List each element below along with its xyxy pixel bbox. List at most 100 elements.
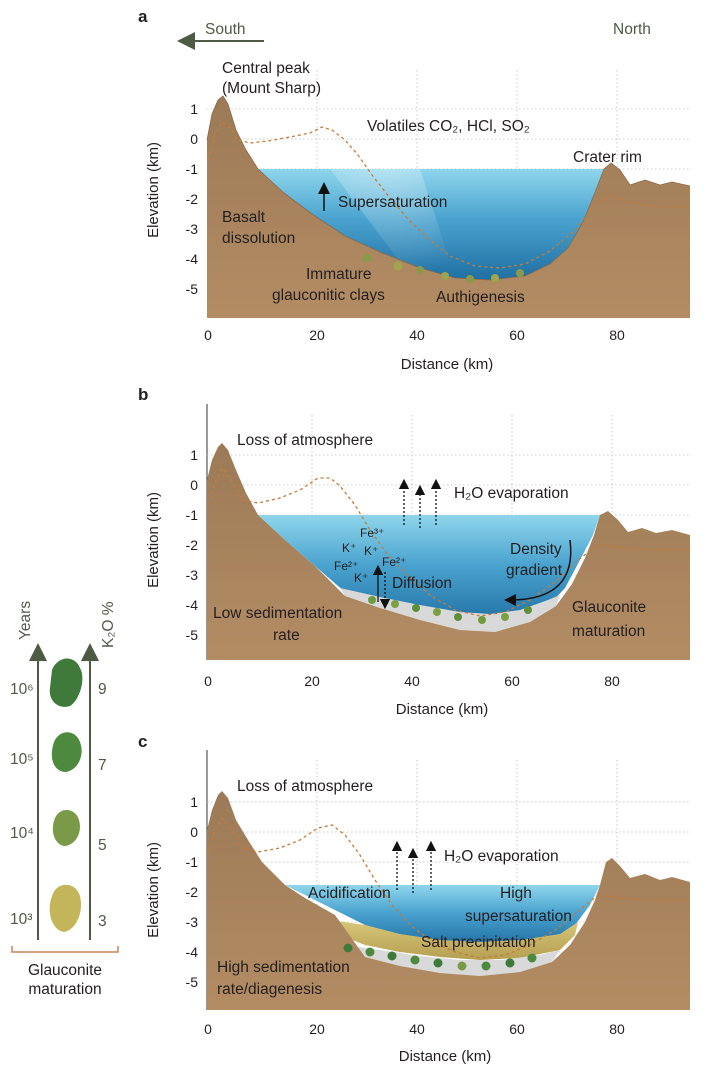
grain-10e6 <box>49 658 83 707</box>
svg-text:-4: -4 <box>186 597 199 613</box>
svg-text:0: 0 <box>190 131 198 147</box>
y-ticks-a: 1 0 -1 -2 -3 -4 -5 <box>186 101 199 297</box>
supersaturation-label-c: supersaturation <box>465 908 572 925</box>
evaporation-arrows-b <box>398 478 442 528</box>
supersaturation-label: Supersaturation <box>338 194 447 211</box>
x-ticks-a: 0 20 40 60 80 <box>204 327 625 343</box>
svg-text:-2: -2 <box>186 537 199 553</box>
svg-text:-4: -4 <box>186 251 199 267</box>
density-arrow <box>504 539 572 606</box>
k2o-9: 9 <box>98 681 107 698</box>
light-rays <box>330 169 455 278</box>
k2o-axis-label: K₂O % <box>100 601 117 648</box>
high-sedimentation-label: High sedimentation <box>217 959 350 976</box>
salt-precipitation-label: Salt precipitation <box>421 934 536 951</box>
svg-text:-4: -4 <box>186 944 199 960</box>
svg-text:60: 60 <box>509 327 525 343</box>
basalt-label: Basalt <box>222 209 266 226</box>
low-sedimentation-label: Low sedimentation <box>213 605 342 622</box>
lake-c <box>285 885 600 946</box>
caption-maturation: maturation <box>28 981 101 998</box>
grain-10e4 <box>52 809 80 846</box>
y-axis-label-b: Elevation (km) <box>145 492 162 588</box>
x-axis-label-b: Distance (km) <box>396 701 489 718</box>
glauconite-grains-c <box>343 943 537 971</box>
svg-text:-1: -1 <box>186 161 199 177</box>
y-ticks-b: 1 0 -1 -2 -3 -4 -5 <box>186 447 199 643</box>
paleo-profile-b <box>207 466 690 617</box>
year-10e6: 10⁶ <box>10 681 34 698</box>
salt-layer-c <box>330 920 578 960</box>
density-label: Density <box>510 541 562 558</box>
svg-text:-1: -1 <box>186 507 199 523</box>
svg-text:0: 0 <box>204 327 212 343</box>
evaporation-arrows-c <box>391 840 437 893</box>
svg-text:80: 80 <box>609 1021 625 1037</box>
crater-rock-a <box>207 96 690 318</box>
panel-c: c <box>138 732 690 1065</box>
svg-text:80: 80 <box>609 327 625 343</box>
crater-rim-label: Crater rim <box>573 149 642 166</box>
svg-text:1: 1 <box>190 794 198 810</box>
svg-text:-1: -1 <box>186 854 199 870</box>
svg-text:1: 1 <box>190 447 198 463</box>
y-axis-label-a: Elevation (km) <box>145 142 162 238</box>
svg-text:-5: -5 <box>186 627 199 643</box>
maturation-label-b: maturation <box>572 623 645 640</box>
svg-text:Fe²⁺: Fe²⁺ <box>334 559 358 573</box>
svg-text:0: 0 <box>190 824 198 840</box>
evaporation-label-b: H₂O evaporation <box>454 485 569 502</box>
svg-text:Fe²⁺: Fe²⁺ <box>382 555 406 569</box>
svg-text:Fe³⁺: Fe³⁺ <box>360 526 384 540</box>
grain-10e3 <box>49 884 82 932</box>
loss-atmosphere-label-c: Loss of atmosphere <box>237 778 373 795</box>
grain-dark-green <box>49 658 83 707</box>
svg-text:-3: -3 <box>186 914 199 930</box>
grain-light-green <box>52 809 80 846</box>
glauconitic-clays-label: glauconitic clays <box>272 287 385 304</box>
panel-a-letter: a <box>138 7 148 26</box>
caption-bracket <box>11 946 119 953</box>
svg-text:K⁺: K⁺ <box>364 544 378 558</box>
gradient-label: gradient <box>506 562 563 579</box>
panel-b-letter: b <box>138 385 148 404</box>
svg-text:20: 20 <box>309 1021 325 1037</box>
y-ticks-c: 1 0 -1 -2 -3 -4 -5 <box>186 794 199 990</box>
maturation-sidebar: Years K₂O % 10⁶ 10⁵ 10⁴ 10³ 9 7 5 3 Glau… <box>10 601 119 998</box>
k2o-5: 5 <box>98 837 107 854</box>
svg-text:60: 60 <box>504 673 520 689</box>
panel-a: a South North <box>138 7 691 373</box>
north-label: North <box>613 21 651 38</box>
sediment-c <box>345 945 560 976</box>
diffusion-label: Diffusion <box>392 575 452 592</box>
svg-text:60: 60 <box>509 1021 525 1037</box>
panel-c-letter: c <box>138 732 147 751</box>
svg-text:K⁺: K⁺ <box>354 571 368 585</box>
x-ticks-c: 0 20 40 60 80 <box>204 1021 625 1037</box>
diagenesis-label: rate/diagenesis <box>217 981 322 998</box>
svg-text:1: 1 <box>190 101 198 117</box>
grain-yellow <box>49 884 82 932</box>
south-label: South <box>205 21 246 38</box>
svg-text:0: 0 <box>204 1021 212 1037</box>
svg-text:-3: -3 <box>186 567 199 583</box>
svg-text:K⁺: K⁺ <box>342 541 356 555</box>
x-axis-label-c: Distance (km) <box>399 1048 492 1065</box>
glauconite-label-b: Glauconite <box>572 599 646 616</box>
panel-b: b <box>138 385 690 718</box>
x-axis-label-a: Distance (km) <box>401 356 494 373</box>
year-10e5: 10⁵ <box>10 751 34 768</box>
glauconite-grains-b <box>368 596 532 624</box>
glauconite-grains-a <box>362 253 524 283</box>
svg-text:-2: -2 <box>186 884 199 900</box>
years-axis-label: Years <box>17 601 34 640</box>
loss-atmosphere-label-b: Loss of atmosphere <box>237 432 373 449</box>
evaporation-label-c: H₂O evaporation <box>444 848 559 865</box>
mount-sharp-label: (Mount Sharp) <box>222 80 321 97</box>
immature-label: Immature <box>306 266 371 283</box>
svg-text:-5: -5 <box>186 281 199 297</box>
svg-text:80: 80 <box>604 673 620 689</box>
crater-rock-c <box>207 791 690 1010</box>
x-ticks-b: 0 20 40 60 80 <box>204 673 620 689</box>
